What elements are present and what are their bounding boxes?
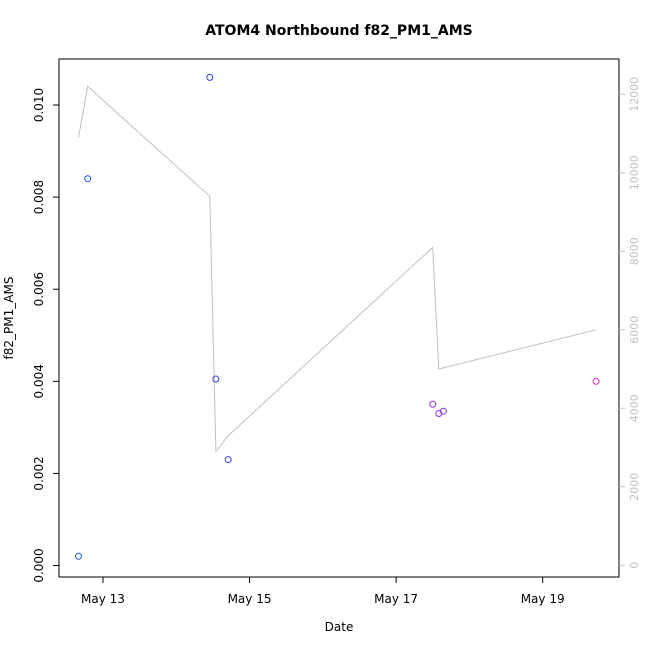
y-tick-label: 0.000 bbox=[32, 548, 46, 582]
axes-layer: May 13 May 15 May 17 May 19 0.000 0.002 0.004 0… bbox=[32, 77, 641, 606]
y2-tick-label: 0 bbox=[628, 562, 641, 569]
x-tick-label: May 13 bbox=[81, 592, 125, 606]
data-point bbox=[212, 375, 220, 383]
data-point bbox=[75, 552, 82, 560]
y2-tick-label: 4000 bbox=[628, 394, 641, 422]
plot-frame bbox=[58, 58, 620, 578]
y2-tick-label: 2000 bbox=[628, 473, 641, 501]
data-point bbox=[592, 377, 600, 385]
data-point bbox=[439, 407, 447, 415]
y-tick-label: 0.002 bbox=[32, 456, 46, 490]
y2-tick-label: 8000 bbox=[628, 237, 641, 265]
series-line bbox=[78, 85, 597, 453]
y2-tick-label: 6000 bbox=[628, 316, 641, 344]
y-tick-label: 0.010 bbox=[32, 88, 46, 122]
chart-title: ATOM4 Northbound f82_PM1_AMS bbox=[205, 23, 472, 39]
series-layer bbox=[75, 73, 600, 560]
x-axis-label: Date bbox=[325, 620, 354, 634]
data-point bbox=[224, 456, 232, 464]
y-axis-label: f82_PM1_AMS bbox=[2, 277, 16, 360]
data-point bbox=[429, 400, 437, 408]
data-point bbox=[206, 73, 214, 81]
y-tick-label: 0.008 bbox=[32, 180, 46, 214]
x-tick-label: May 19 bbox=[521, 592, 565, 606]
x-tick-label: May 15 bbox=[228, 592, 272, 606]
y-tick-label: 0.004 bbox=[32, 364, 46, 398]
y-tick-label: 0.006 bbox=[32, 272, 46, 306]
data-point bbox=[84, 175, 92, 183]
y2-tick-label: 12000 bbox=[628, 77, 641, 112]
y2-tick-label: 10000 bbox=[628, 155, 641, 190]
x-tick-label: May 17 bbox=[374, 592, 418, 606]
